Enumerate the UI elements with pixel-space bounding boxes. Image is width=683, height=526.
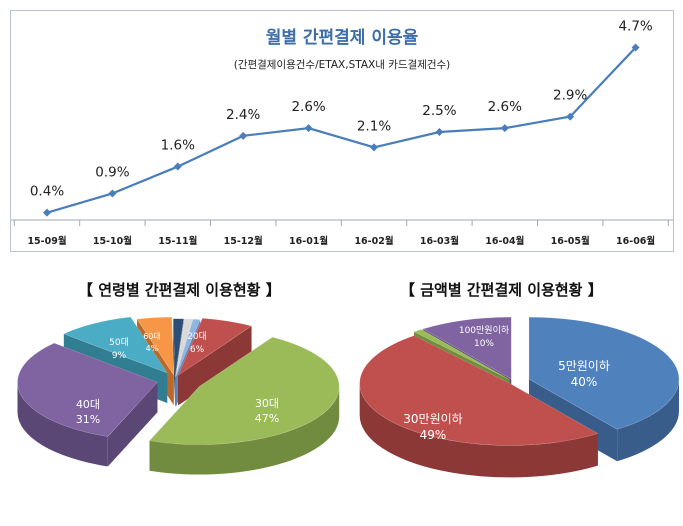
- data-label: 1.6%: [161, 138, 195, 154]
- slice-value: 9%: [112, 351, 127, 361]
- slice-label: 40대: [76, 398, 100, 411]
- slice-top: [17, 342, 159, 437]
- slice-label: 100만원이하: [459, 325, 510, 336]
- slice-top: [148, 336, 340, 445]
- x-tick-label: 16-03월: [420, 235, 459, 247]
- data-label: 2.6%: [291, 99, 325, 115]
- slice-value: 40%: [571, 375, 598, 389]
- series-line: [46, 46, 637, 214]
- data-label: 0.9%: [95, 164, 129, 180]
- data-label: 0.4%: [30, 184, 64, 200]
- line-chart: 월별 간편결제 이용율 (간편결제이용건수/ETAX,STAX내 카드결제건수) 0…: [11, 19, 673, 247]
- slice-label: 30대: [255, 397, 279, 410]
- slice-value: 10%: [474, 339, 494, 349]
- x-tick-label: 16-01월: [289, 235, 328, 247]
- chart-subtitle: (간편결제이용건수/ETAX,STAX내 카드결제건수): [234, 58, 451, 71]
- pie-slice: [359, 335, 599, 478]
- data-point: [435, 128, 444, 136]
- slice-wall: [173, 318, 176, 407]
- data-point: [108, 189, 117, 198]
- age-pie-chart: 20대 6% 30대 47% 40대 31% 50대 9% 60대 4%: [17, 316, 340, 475]
- x-tick-label: 15-12월: [224, 235, 263, 247]
- line-chart-panel: 월별 간편결제 이용율 (간편결제이용건수/ETAX,STAX내 카드결제건수) 0…: [10, 10, 674, 252]
- slice-top: [177, 317, 253, 377]
- pie-slice: [17, 342, 159, 467]
- slice-wall: [178, 325, 252, 406]
- slice-label: 50대: [109, 337, 129, 348]
- slice-top: [175, 318, 194, 377]
- x-tick-label: 15-10월: [93, 235, 132, 247]
- slice-value: 49%: [420, 428, 447, 442]
- pie-slice: [177, 317, 253, 406]
- x-tick-label: 16-05월: [551, 235, 590, 247]
- slice-top: [172, 318, 185, 377]
- slice-value: 6%: [190, 345, 205, 355]
- data-label: 2.9%: [553, 88, 587, 104]
- amount-pie-chart: 5만원이하 40% 30만원이하 49% 100만원이하 10%: [359, 316, 680, 478]
- data-point: [631, 43, 640, 52]
- pie-slice: [148, 336, 340, 475]
- slice-value: 31%: [76, 413, 100, 426]
- data-point: [500, 124, 509, 133]
- data-point: [370, 143, 378, 152]
- slice-value: 4%: [146, 344, 159, 353]
- slice-rim: [359, 383, 598, 478]
- data-label: 2.4%: [226, 107, 260, 123]
- slice-label: 5만원이하: [558, 359, 610, 373]
- data-point: [239, 131, 248, 140]
- slice-top: [175, 318, 201, 377]
- data-point: [43, 208, 51, 217]
- slice-rim: [149, 386, 340, 475]
- age-pie-title: 【 연령별 간편결제 이용현황 】: [78, 281, 281, 299]
- slice-top: [63, 316, 168, 374]
- x-tick-label: 16-06월: [616, 235, 655, 247]
- slice-rim: [17, 382, 108, 467]
- slice-label: 60대: [143, 332, 161, 341]
- x-tick-label: 15-09월: [27, 235, 66, 247]
- amount-pie-title: 【 금액별 간편결제 이용현황 】: [400, 281, 603, 299]
- data-label: 2.6%: [488, 99, 522, 115]
- slice-top: [422, 316, 512, 380]
- slice-label: 30만원이하: [403, 412, 462, 426]
- x-tick-label: 16-02월: [354, 235, 393, 247]
- data-label: 2.1%: [357, 118, 391, 134]
- slice-top: [413, 329, 510, 380]
- data-label: 4.7%: [618, 19, 652, 35]
- data-point: [304, 124, 313, 133]
- slice-label: 20대: [187, 331, 207, 342]
- x-tick-label: 16-04월: [485, 235, 524, 247]
- data-label: 2.5%: [422, 103, 456, 119]
- data-point: [173, 162, 182, 171]
- slice-top: [359, 335, 599, 446]
- slice-rim: [617, 379, 679, 462]
- chart-title: 월별 간편결제 이용율: [266, 28, 419, 48]
- slice-value: 47%: [255, 412, 279, 425]
- x-tick-label: 15-11월: [158, 235, 197, 247]
- data-point: [566, 112, 575, 121]
- slice-top: [528, 316, 680, 430]
- slice-top: [136, 316, 175, 377]
